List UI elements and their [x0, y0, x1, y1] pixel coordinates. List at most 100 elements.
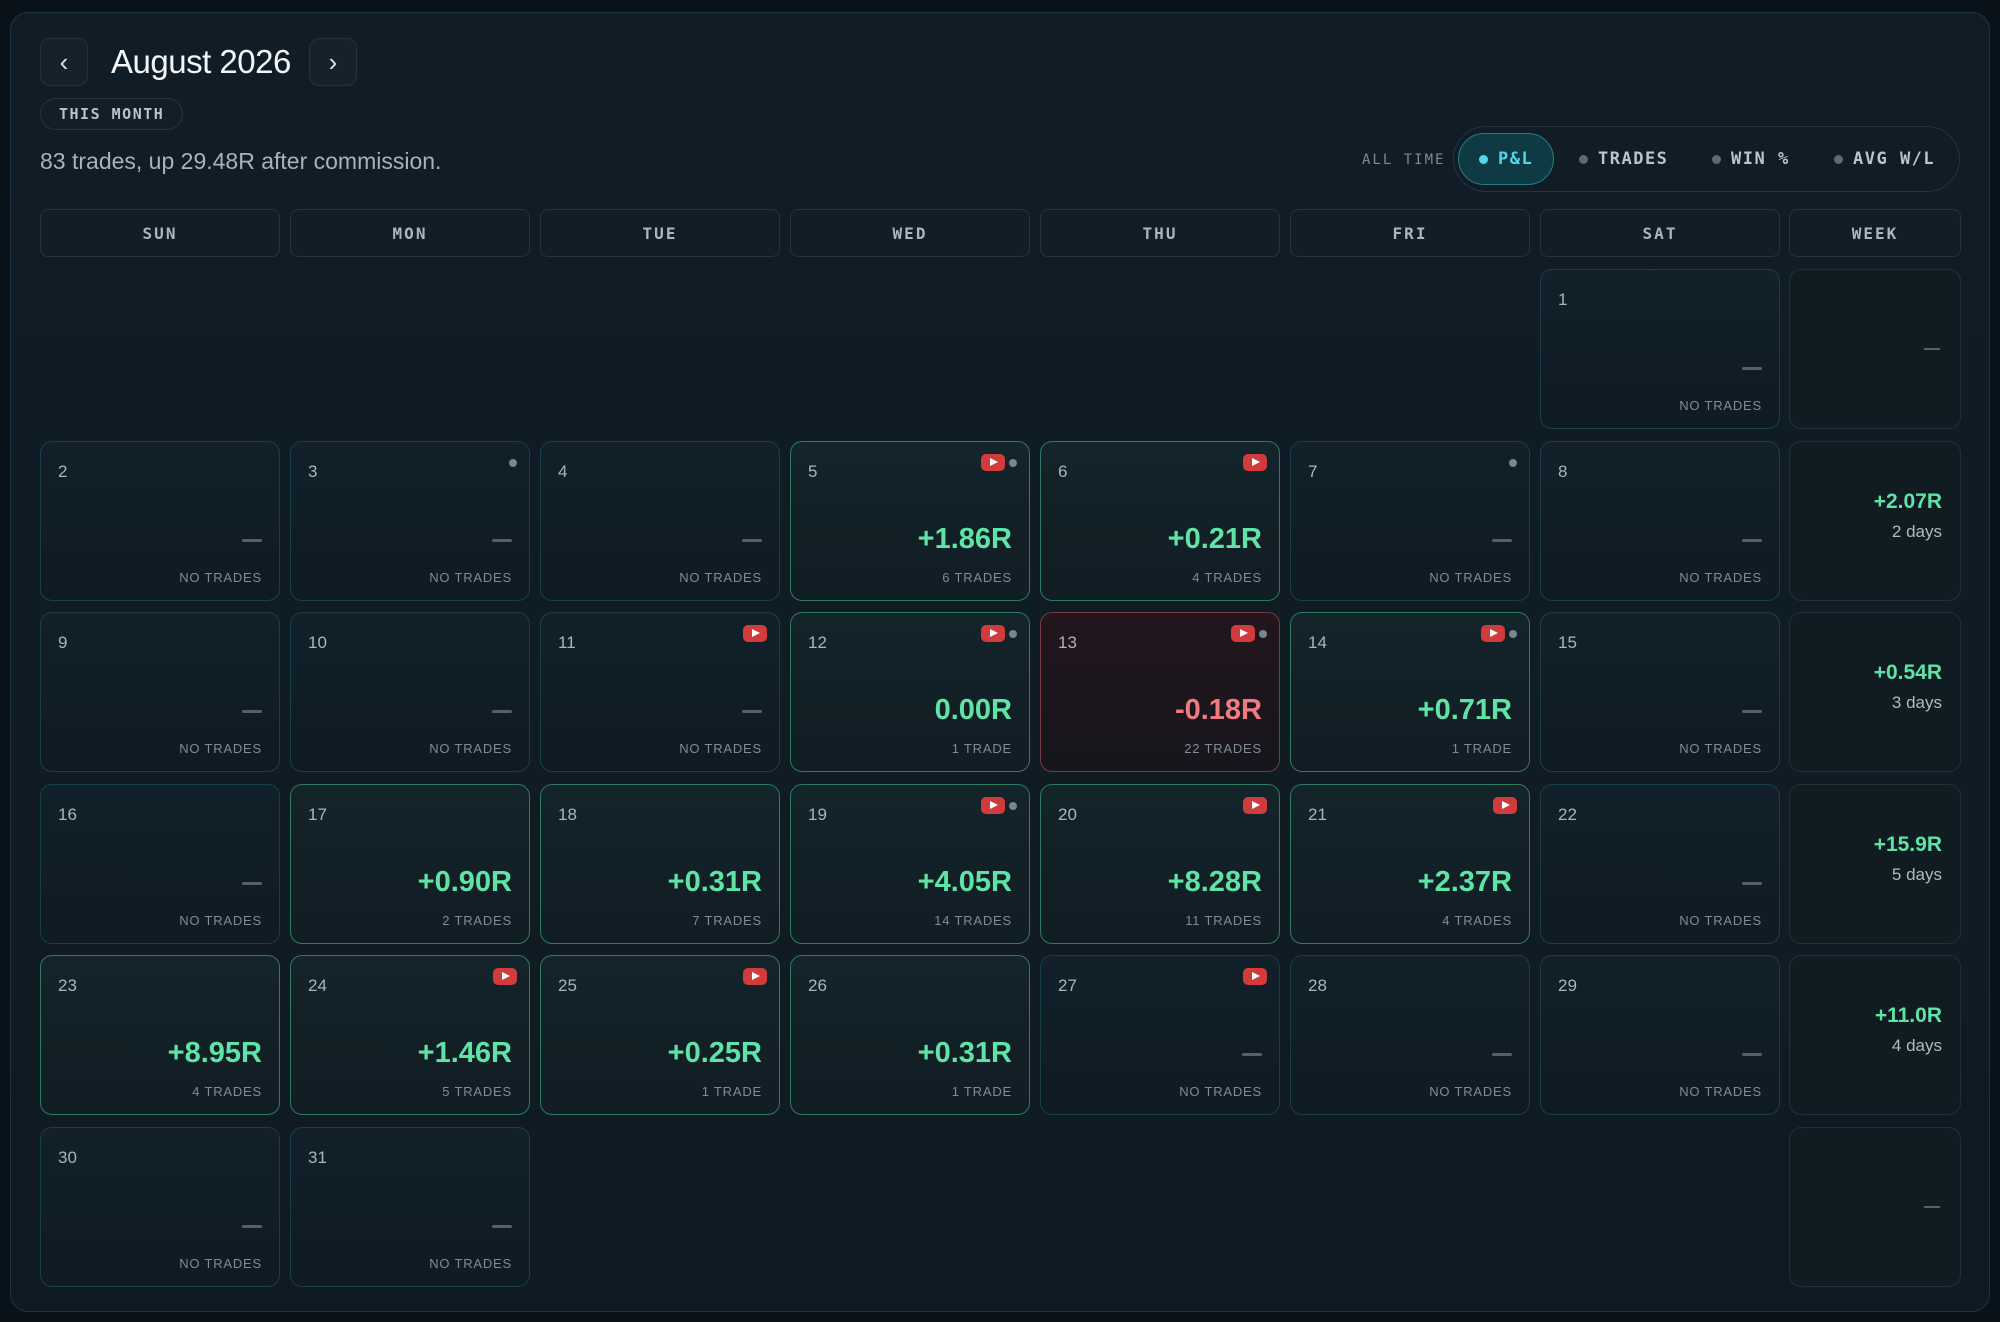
weekday-header-sun: SUN [40, 209, 280, 257]
day-trade-count: NO TRADES [179, 570, 262, 585]
day-pnl: +0.25R [667, 1037, 762, 1069]
week-days-count: 4 days [1891, 1036, 1942, 1055]
day-cell-27[interactable]: 27 NO TRADES [1040, 955, 1280, 1115]
day-trade-count: 11 TRADES [1185, 913, 1262, 928]
day-trade-count: 2 TRADES [442, 913, 512, 928]
video-icon[interactable] [493, 968, 517, 985]
day-cell-24[interactable]: 24 +1.46R 5 TRADES [290, 955, 530, 1115]
day-cell-28[interactable]: 28 NO TRADES [1290, 955, 1530, 1115]
day-number: 20 [1058, 805, 1077, 824]
day-number: 22 [1558, 805, 1577, 824]
day-cell-9[interactable]: 9 NO TRADES [40, 612, 280, 772]
day-number: 26 [808, 976, 827, 995]
video-icon[interactable] [743, 625, 767, 642]
metric-option-avg-wl[interactable]: AVG W/L [1834, 133, 1935, 185]
week-summary-1 [1789, 269, 1961, 429]
this-month-badge[interactable]: THIS MONTH [40, 98, 184, 130]
day-cell-12[interactable]: 12 0.00R 1 TRADE [790, 612, 1030, 772]
day-cell-30[interactable]: 30 NO TRADES [40, 1127, 280, 1287]
day-number: 2 [58, 462, 68, 481]
status-dot-icon [1834, 154, 1843, 164]
video-icon[interactable] [1493, 797, 1517, 814]
day-number: 23 [58, 976, 77, 995]
week-days-count: 5 days [1891, 865, 1942, 884]
day-cell-8[interactable]: 8 NO TRADES [1540, 441, 1780, 601]
day-cell-19[interactable]: 19 +4.05R 14 TRADES [790, 784, 1030, 944]
day-number: 1 [1558, 290, 1568, 309]
day-trade-count: NO TRADES [679, 570, 762, 585]
day-cell-18[interactable]: 18 +0.31R 7 TRADES [540, 784, 780, 944]
day-trade-count: 1 TRADE [701, 1084, 762, 1099]
metric-option-trades[interactable]: TRADES [1579, 133, 1668, 185]
metric-option-win-rate[interactable]: WIN % [1712, 133, 1790, 185]
week-summary-6 [1789, 1127, 1961, 1287]
day-pnl: +4.05R [917, 866, 1012, 898]
day-number: 14 [1308, 633, 1327, 652]
day-cell-7[interactable]: 7 NO TRADES [1290, 441, 1530, 601]
day-number: 10 [308, 633, 327, 652]
empty-dash-icon [1492, 539, 1512, 542]
metric-option-pnl[interactable]: P&L [1458, 133, 1555, 185]
day-cell-1[interactable]: 1 NO TRADES [1540, 269, 1780, 429]
video-icon[interactable] [981, 797, 1005, 814]
day-cell-26[interactable]: 26 +0.31R 1 TRADE [790, 955, 1030, 1115]
video-icon[interactable] [981, 625, 1005, 642]
day-number: 9 [58, 633, 68, 652]
day-cell-10[interactable]: 10 NO TRADES [290, 612, 530, 772]
day-cell-21[interactable]: 21 +2.37R 4 TRADES [1290, 784, 1530, 944]
day-cell-20[interactable]: 20 +8.28R 11 TRADES [1040, 784, 1280, 944]
day-cell-6[interactable]: 6 +0.21R 4 TRADES [1040, 441, 1280, 601]
video-icon[interactable] [981, 454, 1005, 471]
day-number: 19 [808, 805, 827, 824]
video-icon[interactable] [1243, 968, 1267, 985]
video-icon[interactable] [1231, 625, 1255, 642]
note-dot-icon [1009, 802, 1017, 810]
day-cell-5[interactable]: 5 +1.86R 6 TRADES [790, 441, 1030, 601]
day-cell-13[interactable]: 13 -0.18R 22 TRADES [1040, 612, 1280, 772]
day-number: 4 [558, 462, 568, 481]
weekday-header-fri: FRI [1290, 209, 1530, 257]
empty-dash-icon [1742, 710, 1762, 713]
day-cell-11[interactable]: 11 NO TRADES [540, 612, 780, 772]
day-cell-25[interactable]: 25 +0.25R 1 TRADE [540, 955, 780, 1115]
note-dot-icon [1009, 630, 1017, 638]
day-cell-22[interactable]: 22 NO TRADES [1540, 784, 1780, 944]
status-dot-icon [1479, 154, 1488, 164]
video-icon[interactable] [1243, 797, 1267, 814]
empty-dash-icon [1924, 1206, 1940, 1208]
note-dot-icon [1509, 630, 1517, 638]
day-trade-count: NO TRADES [429, 1256, 512, 1271]
weekday-header-mon: MON [290, 209, 530, 257]
day-cell-2[interactable]: 2 NO TRADES [40, 441, 280, 601]
weekday-header-thu: THU [1040, 209, 1280, 257]
next-month-button[interactable]: › [309, 38, 357, 86]
day-cell-3[interactable]: 3 NO TRADES [290, 441, 530, 601]
week-summary-3: +0.54R 3 days [1789, 612, 1961, 772]
day-number: 18 [558, 805, 577, 824]
video-icon[interactable] [743, 968, 767, 985]
day-cell-23[interactable]: 23 +8.95R 4 TRADES [40, 955, 280, 1115]
page-title: August 2026 [111, 43, 291, 80]
day-cell-15[interactable]: 15 NO TRADES [1540, 612, 1780, 772]
day-number: 28 [1308, 976, 1327, 995]
prev-month-button[interactable]: ‹ [40, 38, 88, 86]
video-icon[interactable] [1243, 454, 1267, 471]
day-trade-count: 4 TRADES [1192, 570, 1262, 585]
day-cell-29[interactable]: 29 NO TRADES [1540, 955, 1780, 1115]
day-cell-14[interactable]: 14 +0.71R 1 TRADE [1290, 612, 1530, 772]
note-dot-icon [1009, 459, 1017, 467]
month-summary: 83 trades, up 29.48R after commission. [40, 148, 442, 174]
empty-dash-icon [242, 710, 262, 713]
day-pnl: +1.46R [417, 1037, 512, 1069]
metric-option-label: WIN % [1731, 149, 1790, 169]
day-cell-17[interactable]: 17 +0.90R 2 TRADES [290, 784, 530, 944]
day-number: 21 [1308, 805, 1327, 824]
day-cell-16[interactable]: 16 NO TRADES [40, 784, 280, 944]
status-dot-icon [1579, 154, 1588, 164]
video-icon[interactable] [1481, 625, 1505, 642]
day-number: 24 [308, 976, 327, 995]
week-summary-2: +2.07R 2 days [1789, 441, 1961, 601]
day-trade-count: NO TRADES [179, 1256, 262, 1271]
day-cell-4[interactable]: 4 NO TRADES [540, 441, 780, 601]
day-cell-31[interactable]: 31 NO TRADES [290, 1127, 530, 1287]
